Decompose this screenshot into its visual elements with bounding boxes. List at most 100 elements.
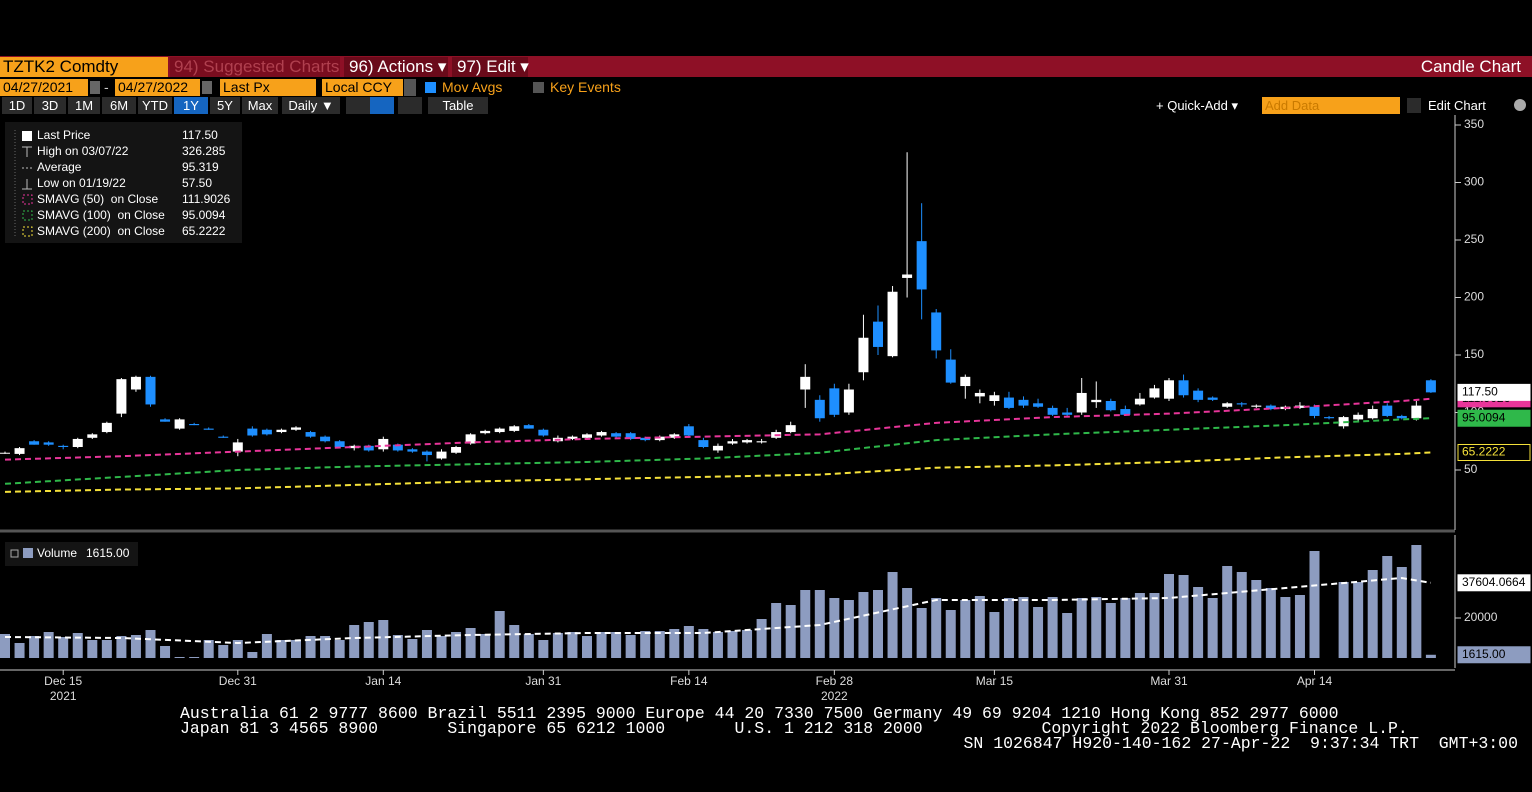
candle-body [421, 451, 432, 456]
candle-body [465, 434, 476, 444]
option[interactable]: Mov Avgs [442, 79, 503, 95]
period-button[interactable]: 3D [34, 97, 66, 114]
field-select[interactable]: Last Px [220, 79, 316, 96]
period-button[interactable]: 6M [102, 97, 136, 114]
volume-bar [945, 610, 956, 658]
menu-item[interactable]: 96) Actions ▾ [344, 57, 448, 77]
legend-label: High on 03/07/22 [37, 144, 129, 158]
calendar-icon[interactable] [202, 81, 212, 94]
line-icon[interactable] [346, 97, 370, 114]
candle-body [712, 445, 723, 451]
volume-bar [291, 640, 301, 658]
candle-body [582, 434, 592, 438]
candle-body [247, 428, 258, 436]
volume-bar [276, 640, 287, 658]
volume-bar [160, 646, 171, 658]
checkbox[interactable] [533, 82, 544, 93]
y-tick-label: 150 [1464, 347, 1484, 361]
quick-add[interactable]: + Quick-Add ▾ [1156, 98, 1239, 113]
volume-bar [451, 632, 462, 658]
settings-icon[interactable] [1514, 99, 1526, 111]
frequency-select[interactable]: Daily ▼ [282, 97, 340, 114]
x-tick-label: Mar 15 [976, 674, 1014, 688]
volume-bar [1396, 567, 1407, 658]
volume-bar [218, 645, 229, 658]
legend-icon [22, 194, 33, 205]
candle-body [14, 448, 25, 454]
candle-body [232, 442, 243, 452]
candle-body [291, 427, 301, 430]
candle-body [742, 440, 753, 443]
y-tick-label: 350 [1464, 117, 1484, 131]
y-tick-label: 250 [1464, 232, 1484, 246]
candle-body [931, 312, 942, 351]
menu-item[interactable]: 97) Edit ▾ [452, 57, 529, 77]
candle-body [1207, 397, 1218, 400]
legend-value: 65.2222 [182, 224, 226, 238]
y-tick-label: 20000 [1464, 610, 1498, 624]
y-tick-label: 200 [1464, 290, 1484, 304]
volume-bar [1382, 556, 1393, 658]
candle-body [814, 399, 825, 419]
candle-body [1149, 388, 1160, 398]
legend-label: Average [37, 160, 82, 174]
candle-body [683, 426, 694, 436]
edit-chart[interactable]: Edit Chart [1428, 98, 1486, 113]
candle-body [261, 429, 272, 435]
candle-body [800, 376, 811, 390]
option[interactable]: Key Events [550, 79, 621, 95]
candle-body [1193, 390, 1204, 400]
volume-bar [1134, 593, 1145, 658]
candle-body [363, 445, 374, 451]
candle-body [305, 432, 316, 437]
volume-bar [698, 629, 709, 658]
volume-bar [916, 608, 927, 658]
volume-bar [625, 635, 636, 658]
legend-icon [23, 548, 33, 558]
period-button[interactable]: YTD [138, 97, 172, 114]
volume-bar [727, 631, 738, 658]
menu-item[interactable]: 94) Suggested Charts [170, 57, 340, 77]
legend-icon [22, 131, 32, 141]
start-date[interactable]: 04/27/2021 [0, 79, 88, 96]
add-data-input[interactable]: Add Data [1262, 97, 1400, 114]
currency-select[interactable]: Local CCY [322, 79, 403, 96]
end-date[interactable]: 04/27/2022 [115, 79, 200, 96]
legend-label: SMAVG (100) on Close [37, 208, 165, 222]
dropdown-arrow[interactable] [404, 79, 416, 96]
candle-body [1003, 397, 1014, 408]
value-tag-label: 95.0094 [1462, 410, 1506, 424]
candle-body [727, 441, 738, 444]
volume-bar [974, 596, 985, 658]
volume-bar [931, 598, 942, 658]
volume-bar [843, 600, 854, 658]
period-button[interactable]: 1M [68, 97, 100, 114]
volume-bar [756, 619, 767, 658]
candle-body [1120, 409, 1131, 415]
checkbox-checked[interactable] [425, 82, 436, 93]
collapse-button[interactable] [1407, 98, 1421, 113]
period-button[interactable]: 1Y [174, 97, 208, 114]
value-tag [1457, 574, 1531, 592]
dropdown[interactable] [398, 97, 422, 114]
volume-bar [1294, 595, 1305, 658]
table-button[interactable]: Table [428, 97, 488, 114]
volume-bar [1105, 603, 1116, 658]
calendar-icon[interactable] [90, 81, 100, 94]
candle-body [1076, 392, 1087, 413]
period-button[interactable]: 1D [2, 97, 32, 114]
candle-icon[interactable] [370, 97, 394, 114]
candle-body [0, 452, 10, 454]
period-button[interactable]: 5Y [210, 97, 240, 114]
period-button[interactable]: Max [242, 97, 278, 114]
candle-body [189, 424, 200, 426]
volume-bar [29, 636, 40, 658]
candle-body [843, 389, 854, 413]
candle-body [58, 445, 69, 447]
x-tick-label: Feb 14 [670, 674, 708, 688]
date-separator: - [104, 79, 109, 95]
ticker[interactable]: TZTK2 Comdty [0, 57, 168, 77]
volume-bar [421, 630, 432, 658]
footer-line: SN 1026847 H920-140-162 27-Apr-22 9:37:3… [963, 734, 1519, 753]
candle-body [858, 337, 869, 373]
